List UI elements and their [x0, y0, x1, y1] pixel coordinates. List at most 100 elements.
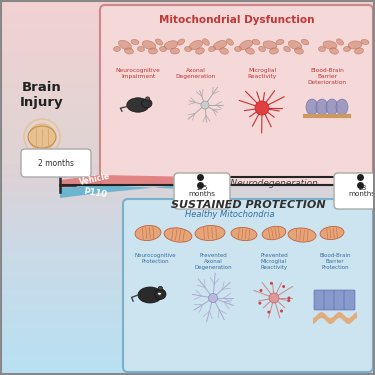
Ellipse shape [148, 48, 158, 54]
Ellipse shape [142, 40, 156, 50]
Bar [0, 75, 375, 80]
Ellipse shape [301, 39, 309, 45]
Bar [0, 183, 375, 188]
Bar [0, 347, 375, 352]
FancyBboxPatch shape [314, 290, 325, 310]
Ellipse shape [189, 40, 202, 50]
Bar [0, 319, 375, 323]
Ellipse shape [118, 40, 132, 50]
Ellipse shape [246, 48, 254, 54]
Ellipse shape [326, 99, 338, 115]
Polygon shape [60, 183, 200, 198]
Bar [0, 230, 375, 234]
Bar [0, 42, 375, 47]
Bar [0, 164, 375, 169]
FancyBboxPatch shape [100, 5, 373, 185]
Ellipse shape [276, 39, 284, 45]
Bar [0, 103, 375, 108]
Ellipse shape [295, 48, 303, 54]
Ellipse shape [316, 99, 328, 115]
Ellipse shape [28, 126, 56, 148]
Bar [0, 136, 375, 141]
Ellipse shape [127, 98, 149, 112]
Bar [0, 323, 375, 328]
Bar [0, 281, 375, 286]
Ellipse shape [361, 39, 369, 45]
Ellipse shape [114, 46, 120, 51]
FancyBboxPatch shape [344, 290, 355, 310]
Bar [0, 361, 375, 366]
Bar [0, 262, 375, 267]
Ellipse shape [155, 289, 166, 299]
Bar [0, 70, 375, 75]
Bar [0, 202, 375, 206]
Bar [0, 225, 375, 230]
Ellipse shape [288, 40, 302, 50]
Ellipse shape [252, 39, 260, 45]
Ellipse shape [201, 101, 209, 109]
Text: Prevented
Axonal
Degeneration: Prevented Axonal Degeneration [194, 253, 232, 270]
Bar [0, 117, 375, 122]
Bar [0, 277, 375, 281]
Bar [0, 211, 375, 216]
Text: Chronic Neurodegeneration: Chronic Neurodegeneration [193, 178, 317, 188]
Bar [0, 286, 375, 291]
Ellipse shape [336, 39, 344, 45]
Bar [0, 112, 375, 117]
Ellipse shape [306, 99, 318, 115]
Ellipse shape [231, 227, 257, 241]
Bar [0, 272, 375, 277]
Bar [0, 356, 375, 361]
Bar [0, 206, 375, 211]
Bar [0, 141, 375, 146]
Ellipse shape [269, 293, 279, 303]
FancyBboxPatch shape [21, 149, 91, 177]
Text: Blood-Brain
Barrier
Deterioration: Blood-Brain Barrier Deterioration [308, 68, 347, 86]
Bar [0, 197, 375, 202]
Ellipse shape [240, 40, 252, 50]
Text: Axonal
Degeneration: Axonal Degeneration [176, 68, 216, 79]
FancyBboxPatch shape [174, 173, 230, 209]
Bar [0, 220, 375, 225]
Text: Microglial
Reactivity: Microglial Reactivity [248, 68, 277, 79]
FancyBboxPatch shape [123, 199, 373, 372]
Bar [0, 300, 375, 304]
Bar [0, 258, 375, 262]
Bar [0, 244, 375, 249]
Ellipse shape [318, 46, 326, 51]
Circle shape [288, 297, 291, 300]
Bar [0, 108, 375, 112]
Bar [0, 99, 375, 103]
Bar [0, 38, 375, 42]
Bar [0, 192, 375, 197]
FancyBboxPatch shape [334, 173, 375, 209]
Ellipse shape [158, 292, 162, 295]
FancyBboxPatch shape [334, 290, 345, 310]
Bar [0, 94, 375, 99]
Bar [0, 23, 375, 28]
Bar [0, 342, 375, 347]
Text: Vehicle: Vehicle [79, 171, 111, 187]
Bar [0, 267, 375, 272]
Text: Neurocognitive
Impairment: Neurocognitive Impairment [116, 68, 160, 79]
Polygon shape [60, 175, 200, 188]
Ellipse shape [177, 39, 184, 45]
Text: 18
months: 18 months [348, 184, 375, 198]
Ellipse shape [142, 99, 152, 108]
Text: SUSTAINED PROTECTION: SUSTAINED PROTECTION [171, 200, 325, 210]
Bar [0, 131, 375, 136]
Ellipse shape [348, 41, 362, 49]
Bar [0, 291, 375, 296]
Ellipse shape [158, 286, 163, 290]
Ellipse shape [155, 39, 163, 45]
Bar [0, 80, 375, 84]
Bar [0, 296, 375, 300]
Bar [0, 159, 375, 164]
Bar [0, 0, 375, 5]
Ellipse shape [135, 225, 161, 240]
Ellipse shape [354, 48, 363, 54]
Bar [0, 173, 375, 178]
Bar [0, 127, 375, 131]
Text: Prevented
Microglial
Reactivity: Prevented Microglial Reactivity [260, 253, 288, 270]
Bar [0, 234, 375, 239]
